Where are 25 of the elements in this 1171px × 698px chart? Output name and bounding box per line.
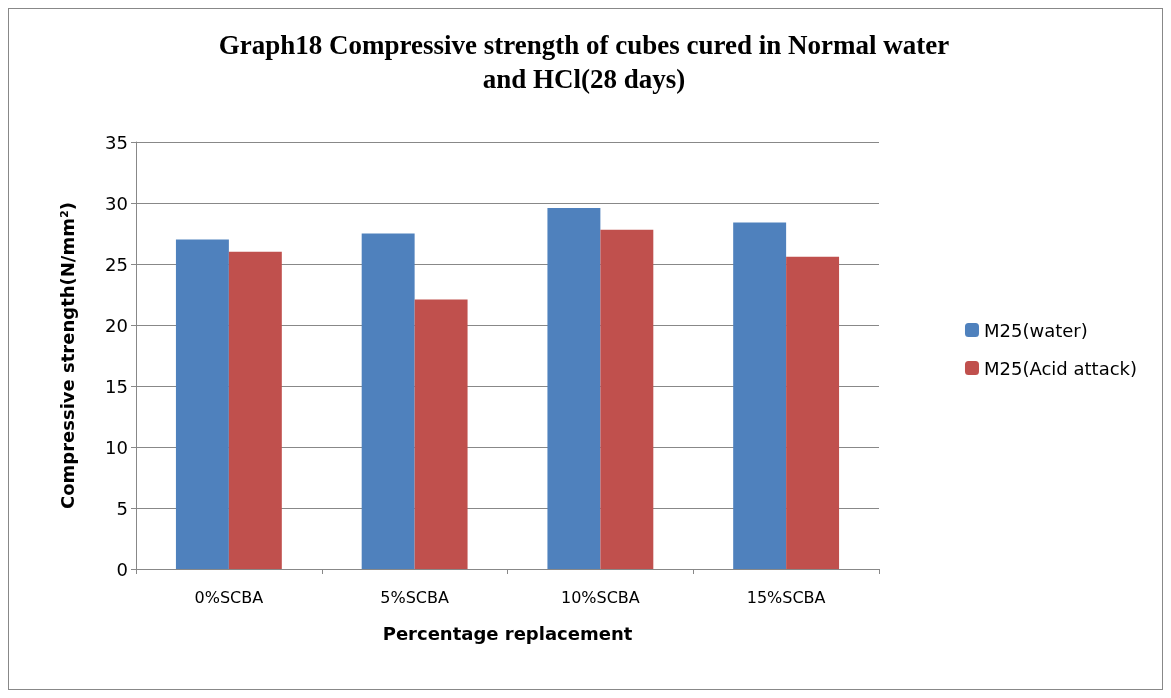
bar: [600, 229, 654, 569]
x-axis-title: Percentage replacement: [382, 622, 633, 644]
legend-label: M25(Acid attack): [983, 357, 1138, 379]
legend-label: M25(water): [983, 319, 1088, 341]
chart-title: Graph18 Compressive strength of cubes cured in Normal water and HCl(28 days): [218, 30, 950, 94]
y-tick-label: 15: [105, 375, 128, 397]
y-tick-label: 35: [105, 131, 128, 153]
x-tick-label: 10%SCBA: [560, 587, 640, 607]
y-tick-label: 10: [105, 436, 128, 458]
y-tick-label: 30: [105, 192, 128, 214]
bar: [414, 299, 468, 569]
bar: [175, 239, 229, 569]
x-tick-label: 15%SCBA: [746, 587, 826, 607]
bar: [733, 222, 787, 569]
bar: [786, 256, 840, 569]
x-tick-label: 5%SCBA: [380, 587, 449, 607]
y-tick-label: 5: [116, 497, 128, 519]
bar: [547, 207, 601, 569]
y-tick-label: 20: [105, 314, 128, 336]
bar: [361, 233, 415, 569]
y-tick-label: 25: [105, 253, 128, 275]
bar: [228, 251, 282, 569]
x-tick-label: 0%SCBA: [194, 587, 264, 607]
y-tick-label: 0: [116, 558, 128, 580]
y-axis-title: Compressive strength(N/mm²): [56, 201, 78, 510]
